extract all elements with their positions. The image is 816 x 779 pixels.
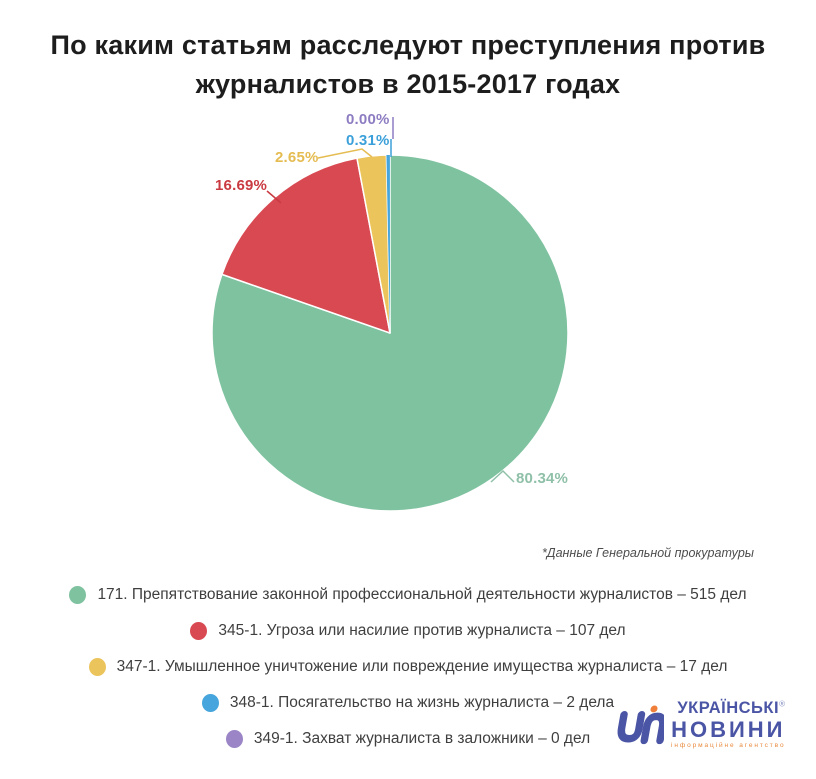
legend-label: 345-1. Угроза или насилие против журнали… (218, 622, 626, 639)
legend-marker-blue (201, 694, 219, 712)
pie-slices (211, 154, 569, 512)
chart-legend: 171. Препятствование законной профессион… (0, 577, 816, 757)
legend-item: 347-1. Умышленное уничтожение или повреж… (0, 649, 816, 685)
legend-label: 348-1. Посягательство на жизнь журналист… (229, 694, 615, 711)
leader-line-red (266, 190, 282, 204)
legend-marker-purple (225, 730, 243, 748)
page-title: По каким статьям расследуют преступления… (0, 26, 816, 104)
pie-slice (386, 155, 390, 333)
title-line-1: По каким статьям расследуют преступления… (50, 30, 766, 60)
legend-label: 349-1. Захват журналиста в заложники – 0… (253, 730, 591, 747)
legend-label: 171. Препятствование законной профессион… (97, 586, 747, 603)
legend-marker-yellow (88, 658, 106, 676)
leader-line-yellow (317, 148, 373, 159)
data-source-footnote: *Данные Генеральной прокуратуры (541, 546, 754, 560)
logo-brand-line1: УКРАЇНСЬКІ® (677, 699, 786, 717)
logo-brand-line2: НОВИНИ (671, 716, 786, 742)
pie-label-green: 80.34% (516, 470, 569, 487)
pie-label-red: 16.69% (215, 177, 268, 194)
legend-marker-red (190, 622, 208, 640)
title-line-2: журналистов в 2015-2017 годах (195, 69, 621, 99)
logo-wordmark: УКРАЇНСЬКІ® НОВИНИ інформаційне агентств… (671, 700, 785, 749)
pie-chart (211, 117, 569, 512)
pie-label-blue: 0.31% (346, 132, 390, 149)
pie-label-yellow: 2.65% (275, 149, 319, 166)
ukrainian-news-logo: УКРАЇНСЬКІ® НОВИНИ інформаційне агентств… (606, 700, 785, 756)
pie-slice (221, 157, 391, 334)
legend-item: 348-1. Посягательство на жизнь журналист… (0, 685, 816, 721)
legend-item: 345-1. Угроза или насилие против журнали… (0, 613, 816, 649)
leader-line-green (490, 469, 515, 483)
pie-label-purple: 0.00% (346, 111, 390, 128)
un-monogram-icon (617, 705, 664, 745)
logo-tagline: інформаційне агентство (671, 741, 786, 749)
legend-marker-green (69, 586, 87, 604)
registered-trademark-icon: ® (779, 699, 786, 709)
legend-item: 349-1. Захват журналиста в заложники – 0… (0, 721, 816, 757)
legend-item: 171. Препятствование законной профессион… (0, 577, 816, 613)
legend-label: 347-1. Умышленное уничтожение или повреж… (116, 658, 728, 675)
